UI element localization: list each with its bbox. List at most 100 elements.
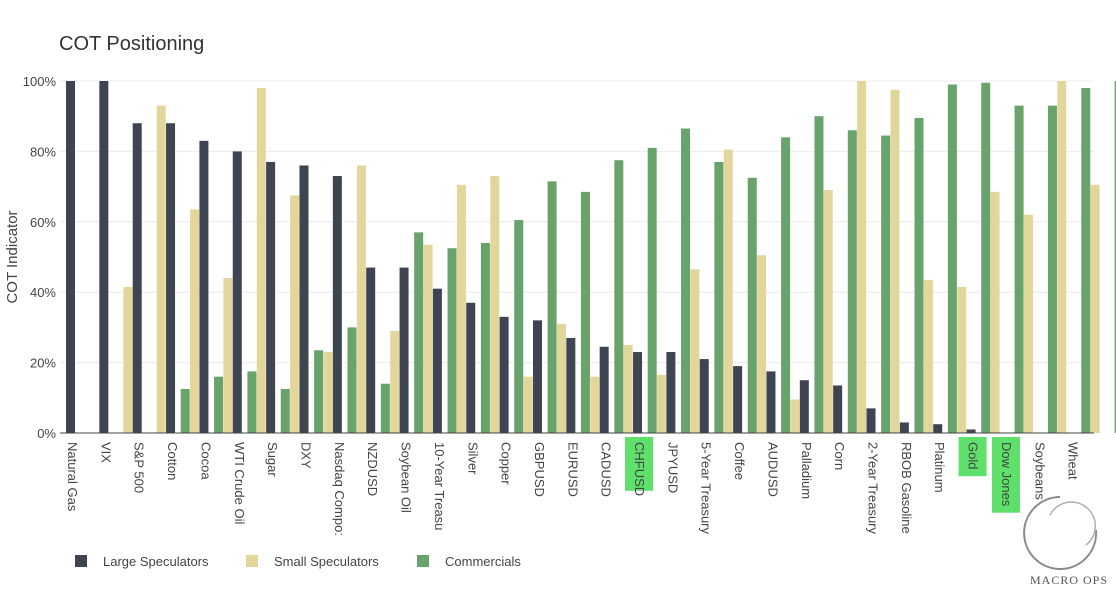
bar-small-speculators-cadusd xyxy=(623,345,633,433)
bar-large-speculators-platinum xyxy=(933,424,943,433)
bar-small-speculators-5-year-treasury xyxy=(723,149,733,433)
legend-swatch-large-speculators xyxy=(75,555,87,567)
bar-large-speculators-dxy xyxy=(299,165,309,434)
bar-small-speculators-s-p-500 xyxy=(156,105,166,433)
x-tick-dow-jones: Dow Jones xyxy=(999,442,1014,507)
x-tick-5-year-treasury: 5-Year Treasury xyxy=(699,442,714,535)
bar-commercials-nasdaq-compo xyxy=(380,383,390,433)
x-tick-gbpusd: GBPUSD xyxy=(532,442,547,497)
bar-large-speculators-cocoa xyxy=(199,140,209,433)
x-tick-dxy: DXY xyxy=(298,442,313,469)
y-axis-label: COT Indicator xyxy=(4,210,21,303)
legend: Large Speculators Small Speculators Commer… xyxy=(75,554,521,569)
bar-commercials-platinum xyxy=(981,82,991,433)
bar-large-speculators-jpyusd xyxy=(666,352,676,433)
chart-title: COT Positioning xyxy=(59,33,204,55)
x-tick-soybeans: Soybeans xyxy=(1032,442,1047,500)
bar-small-speculators-dxy xyxy=(323,352,333,433)
bar-small-speculators-wheat xyxy=(1090,184,1100,433)
macro-ops-logo: MACRO OPS xyxy=(1023,496,1107,587)
bar-large-speculators-5-year-treasury xyxy=(699,359,709,433)
bar-small-speculators-cocoa xyxy=(223,278,233,433)
bar-commercials-copper xyxy=(547,181,557,433)
x-tick-platinum: Platinum xyxy=(932,442,947,493)
bar-commercials-gold xyxy=(1014,105,1024,433)
legend-label-commercials: Commercials xyxy=(445,554,521,569)
gridlines xyxy=(60,80,1094,364)
bar-small-speculators-chfusd xyxy=(657,374,667,433)
bar-large-speculators-gbpusd xyxy=(532,320,542,433)
x-tick-nzdusd: NZDUSD xyxy=(365,442,380,496)
bar-small-speculators-platinum xyxy=(957,286,967,433)
bar-large-speculators-silver xyxy=(466,302,476,433)
bar-small-speculators-palladium xyxy=(823,190,833,433)
bar-small-speculators-nzdusd xyxy=(390,330,400,433)
legend-label-large-speculators: Large Speculators xyxy=(103,554,209,569)
x-tick-chfusd: CHFUSD xyxy=(632,442,647,496)
category-highlights xyxy=(625,437,1020,513)
bar-small-speculators-jpyusd xyxy=(690,269,700,433)
x-tick-cotton: Cotton xyxy=(165,442,180,480)
x-tick-wti-crude-oil: WTI Crude Oil xyxy=(232,442,247,524)
bar-commercials-cocoa xyxy=(247,371,257,433)
y-tick-label: 20% xyxy=(30,356,56,371)
bar-large-speculators-corn xyxy=(833,385,843,433)
x-tick-10-year-treasu: 10-Year Treasu xyxy=(432,442,447,530)
bar-small-speculators-2-year-treasury xyxy=(890,89,900,434)
bar-commercials-cotton xyxy=(214,376,224,433)
x-tick-eurusd: EURUSD xyxy=(565,442,580,497)
bar-small-speculators-vix xyxy=(123,286,133,433)
bar-large-speculators-nasdaq-compo xyxy=(332,176,342,434)
bar-small-speculators-gold xyxy=(990,191,1000,433)
highlight-chfusd xyxy=(625,437,654,491)
bar-large-speculators-chfusd xyxy=(633,352,643,433)
bar-small-speculators-gbpusd xyxy=(556,323,566,433)
y-tick-label: 0% xyxy=(37,426,56,441)
bar-small-speculators-coffee xyxy=(757,255,767,433)
highlight-dow-jones xyxy=(991,437,1020,513)
bar-commercials-coffee xyxy=(781,137,791,433)
bar-small-speculators-soybean-oil xyxy=(423,244,433,433)
x-tick-soybean-oil: Soybean Oil xyxy=(399,442,414,513)
bar-commercials-10-year-treasu xyxy=(480,242,490,433)
x-tick-rbob-gasoline: RBOB Gasoline xyxy=(899,442,914,534)
bar-large-speculators-sugar xyxy=(266,161,276,433)
bar-large-speculators-wti-crude-oil xyxy=(232,151,242,433)
legend-label-small-speculators: Small Speculators xyxy=(274,554,379,569)
x-tick-natural-gas: Natural Gas xyxy=(65,442,80,512)
logo-ring-inner xyxy=(1049,501,1097,546)
bar-large-speculators-2-year-treasury xyxy=(866,408,876,433)
x-tick-vix: VIX xyxy=(98,442,113,463)
bar-commercials-5-year-treasury xyxy=(747,177,757,433)
y-tick-label: 40% xyxy=(30,285,56,300)
bar-large-speculators-audusd xyxy=(766,371,776,433)
y-tick-label: 60% xyxy=(30,215,56,230)
bar-small-speculators-cotton xyxy=(190,209,200,433)
bar-small-speculators-silver xyxy=(490,176,500,434)
bar-small-speculators-sugar xyxy=(290,195,300,433)
x-tick-silver: Silver xyxy=(465,442,480,475)
bar-large-speculators-coffee xyxy=(733,366,743,433)
bar-commercials-2-year-treasury xyxy=(914,117,924,434)
x-tick-jpyusd: JPYUSD xyxy=(665,442,680,493)
bar-large-speculators-cotton xyxy=(166,123,176,434)
y-axis-ticks: 0% 20% 40% 60% 80% 100% xyxy=(23,74,57,441)
x-tick-audusd: AUDUSD xyxy=(765,442,780,497)
x-tick-s-p-500: S&P 500 xyxy=(132,442,147,493)
bar-large-speculators-eurusd xyxy=(566,337,576,433)
bar-commercials-s-p-500 xyxy=(180,389,190,433)
bar-small-speculators-corn xyxy=(857,81,867,433)
bar-commercials-dxy xyxy=(347,327,357,433)
bar-commercials-jpyusd xyxy=(714,161,724,433)
bar-commercials-soybeans xyxy=(1081,88,1091,433)
bar-large-speculators-soybean-oil xyxy=(399,267,409,433)
bar-commercials-chfusd xyxy=(681,128,691,433)
x-tick-gold: Gold xyxy=(966,442,981,469)
x-tick-sugar: Sugar xyxy=(265,442,280,477)
x-tick-nasdaq-compo: Nasdaq Compo: xyxy=(332,442,347,536)
bar-commercials-wheat xyxy=(1114,81,1116,433)
x-tick-copper: Copper xyxy=(499,442,514,485)
legend-swatch-commercials xyxy=(417,555,429,567)
bar-small-speculators-wti-crude-oil xyxy=(256,88,266,433)
bar-small-speculators-dow-jones xyxy=(1023,214,1033,433)
